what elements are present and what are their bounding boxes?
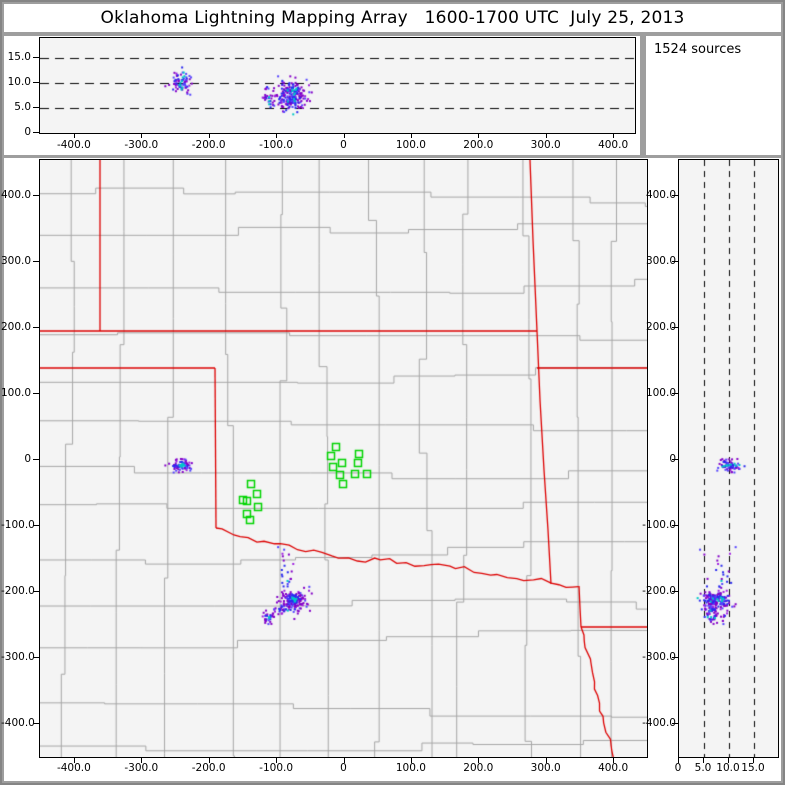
tick-label: -300.0 (642, 651, 676, 663)
tick-label: 15.0 (741, 762, 765, 774)
tick-mark (33, 195, 39, 196)
tick-mark (613, 758, 615, 763)
ns-altitude-panel (651, 158, 781, 781)
tick-mark (343, 133, 345, 138)
window-title: Oklahoma Lightning Mapping Array 1600-17… (4, 4, 781, 32)
tick-mark (33, 459, 39, 460)
tick-label: 15.0 (7, 51, 31, 63)
tick-mark (672, 723, 678, 724)
tick-label: 200.0 (1, 321, 32, 333)
tick-label: -400.0 (56, 139, 91, 151)
tick-label: 400.0 (598, 762, 629, 774)
tick-label: 0 (340, 762, 347, 774)
tick-mark (672, 591, 678, 592)
tick-label: 100.0 (645, 387, 676, 399)
tick-mark (410, 758, 412, 763)
tick-label: 300.0 (1, 255, 32, 267)
tick-mark (672, 327, 678, 328)
tick-mark (545, 133, 547, 138)
tick-label: 0 (340, 139, 347, 151)
plan-view-map[interactable] (39, 159, 648, 758)
tick-label: -400.0 (1, 717, 35, 729)
tick-label: -300.0 (124, 139, 159, 151)
sources-count-label: 1524 sources (654, 42, 742, 57)
tick-mark (672, 459, 678, 460)
tick-mark (33, 327, 39, 328)
tick-mark (672, 261, 678, 262)
tick-mark (478, 758, 480, 763)
tick-label: -300.0 (1, 651, 35, 663)
tick-label: 200.0 (645, 321, 676, 333)
tick-mark (753, 758, 754, 763)
sources-count-panel: 1524 sources (646, 36, 781, 155)
tick-label: -400.0 (642, 717, 676, 729)
tick-label: -300.0 (124, 762, 159, 774)
ew-altitude-panel (4, 36, 640, 155)
tick-label: -100.0 (259, 762, 294, 774)
tick-label: 0 (674, 762, 682, 774)
tick-label: 200.0 (463, 762, 494, 774)
tick-label: 400.0 (598, 139, 629, 151)
tick-mark (208, 133, 210, 138)
tick-mark (672, 195, 678, 196)
ew-altitude-plot[interactable] (39, 37, 636, 134)
tick-label: -400.0 (56, 762, 91, 774)
ns-altitude-plot[interactable] (678, 159, 779, 758)
tick-mark (73, 133, 75, 138)
tick-mark (33, 591, 39, 592)
tick-label: 0 (24, 453, 31, 465)
tick-label: -200.0 (642, 585, 676, 597)
tick-mark (33, 261, 39, 262)
tick-label: -100.0 (259, 139, 294, 151)
tick-mark (410, 133, 412, 138)
tick-mark (276, 133, 278, 138)
tick-label: 300.0 (645, 255, 676, 267)
tick-mark (33, 723, 39, 724)
tick-label: -100.0 (642, 519, 676, 531)
tick-mark (545, 758, 547, 763)
tick-label: -100.0 (1, 519, 35, 531)
tick-label: 100.0 (1, 387, 32, 399)
tick-label: 5.0 (14, 101, 31, 113)
tick-mark (141, 758, 143, 763)
tick-mark (728, 758, 729, 763)
tick-mark (703, 758, 704, 763)
tick-label: 300.0 (530, 762, 561, 774)
tick-label: -200.0 (1, 585, 35, 597)
tick-label: 100.0 (395, 762, 426, 774)
tick-label: 200.0 (463, 139, 494, 151)
tick-mark (613, 133, 615, 138)
tick-label: 10.0 (7, 76, 31, 88)
tick-mark (672, 657, 678, 658)
tick-label: 5.0 (694, 762, 712, 774)
tick-mark (343, 758, 345, 763)
tick-mark (208, 758, 210, 763)
tick-mark (672, 525, 678, 526)
tick-label: 100.0 (395, 139, 426, 151)
tick-label: 400.0 (1, 189, 32, 201)
tick-mark (33, 82, 39, 83)
tick-mark (73, 758, 75, 763)
tick-label: 400.0 (645, 189, 676, 201)
tick-mark (33, 657, 39, 658)
tick-label: -200.0 (191, 762, 226, 774)
tick-mark (672, 393, 678, 394)
tick-mark (276, 758, 278, 763)
tick-label: 10.0 (716, 762, 740, 774)
tick-label: -200.0 (191, 139, 226, 151)
tick-mark (33, 393, 39, 394)
tick-mark (33, 57, 39, 58)
plan-view-panel (4, 158, 651, 781)
tick-mark (478, 133, 480, 138)
tick-label: 300.0 (530, 139, 561, 151)
tick-mark (141, 133, 143, 138)
tick-mark (678, 758, 679, 763)
tick-mark (33, 132, 39, 133)
tick-label: 0 (24, 126, 31, 138)
tick-label: 0 (669, 453, 676, 465)
tick-mark (33, 525, 39, 526)
tick-mark (33, 107, 39, 108)
